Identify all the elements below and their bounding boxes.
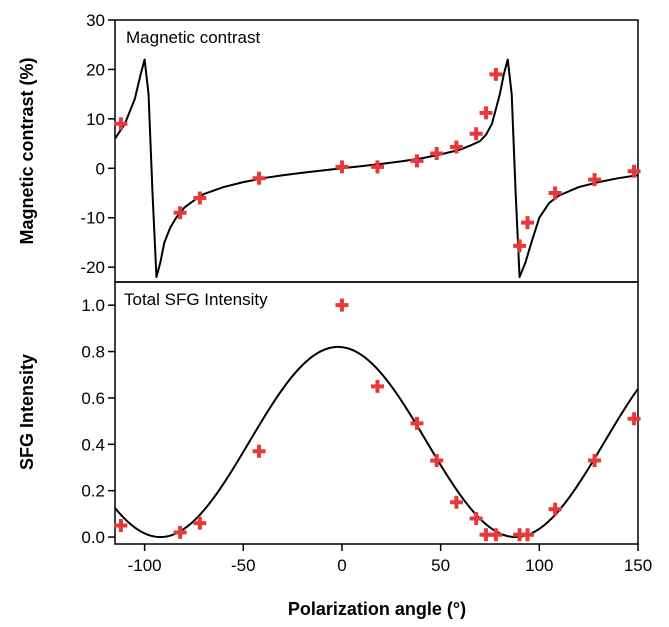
top-fit-line — [115, 58, 638, 279]
top-y-tick-label: 0 — [96, 159, 105, 178]
bottom-data-point — [252, 444, 266, 458]
top-data-point — [479, 106, 493, 120]
top-data-point — [588, 173, 602, 187]
top-data-point — [193, 191, 207, 205]
x-tick-label: -100 — [128, 556, 162, 575]
top-data-point — [173, 206, 187, 220]
bottom-fit-curve — [115, 345, 638, 539]
bottom-data-point — [370, 379, 384, 393]
bottom-data-point — [627, 412, 641, 426]
top-y-tick-label: 10 — [86, 110, 105, 129]
bottom-panel-title: Total SFG Intensity — [124, 290, 268, 309]
bottom-y-tick-label: 1.0 — [81, 296, 105, 315]
bottom-data-point — [469, 511, 483, 525]
bottom-data-point — [410, 416, 424, 430]
top-data-point — [548, 186, 562, 200]
top-data-point — [410, 154, 424, 168]
x-tick-label: 150 — [624, 556, 652, 575]
bottom-y-axis-title: SFG Intensity — [17, 354, 37, 470]
top-panel: 30 20 10 0 -10 -20 — [80, 11, 641, 279]
top-data-point — [489, 67, 503, 81]
top-data-point — [114, 117, 128, 131]
top-y-axis-title: Magnetic contrast (%) — [17, 57, 37, 244]
bottom-data-point — [513, 528, 527, 542]
bottom-y-tick-label: 0.2 — [81, 482, 105, 501]
bottom-data-point — [479, 528, 493, 542]
x-tick-label: 100 — [525, 556, 553, 575]
bottom-y-tick-label: 0.4 — [81, 435, 105, 454]
top-panel-frame — [114, 19, 639, 283]
top-y-tick-label: -10 — [80, 209, 105, 228]
bottom-data-point — [173, 525, 187, 539]
top-data-point — [252, 171, 266, 185]
bottom-data-point — [335, 298, 349, 312]
bottom-panel-frame — [114, 281, 639, 545]
x-tick-label: 0 — [337, 556, 346, 575]
bottom-panel: 1.0 0.8 0.6 0.4 0.2 0.0 -100 -50 0 50 100 150 — [81, 296, 652, 575]
top-panel-title: Magnetic contrast — [126, 28, 260, 47]
top-data-point — [370, 160, 384, 174]
bottom-y-tick-label: 0.6 — [81, 389, 105, 408]
top-data-point — [335, 160, 349, 174]
bottom-data-point — [430, 454, 444, 468]
bottom-data-point — [193, 516, 207, 530]
bottom-data-point — [114, 518, 128, 532]
top-data-point — [627, 164, 641, 178]
bottom-data-point — [588, 454, 602, 468]
top-y-tick-label: 20 — [86, 60, 105, 79]
bottom-data-point — [548, 502, 562, 516]
x-tick-label: -50 — [231, 556, 256, 575]
top-data-point — [513, 239, 527, 253]
bottom-data-point — [489, 528, 503, 542]
bottom-y-tick-label: 0.8 — [81, 343, 105, 362]
bottom-data-point — [520, 528, 534, 542]
bottom-data-point — [449, 495, 463, 509]
top-data-point — [449, 140, 463, 154]
x-axis-title: Polarization angle (°) — [288, 599, 466, 619]
top-y-tick-label: 30 — [86, 11, 105, 30]
top-data-point — [469, 127, 483, 141]
top-y-tick-label: -20 — [80, 258, 105, 277]
top-data-point — [430, 146, 444, 160]
top-data-point — [520, 216, 534, 230]
bottom-y-tick-label: 0.0 — [81, 528, 105, 547]
x-tick-label: 50 — [431, 556, 450, 575]
